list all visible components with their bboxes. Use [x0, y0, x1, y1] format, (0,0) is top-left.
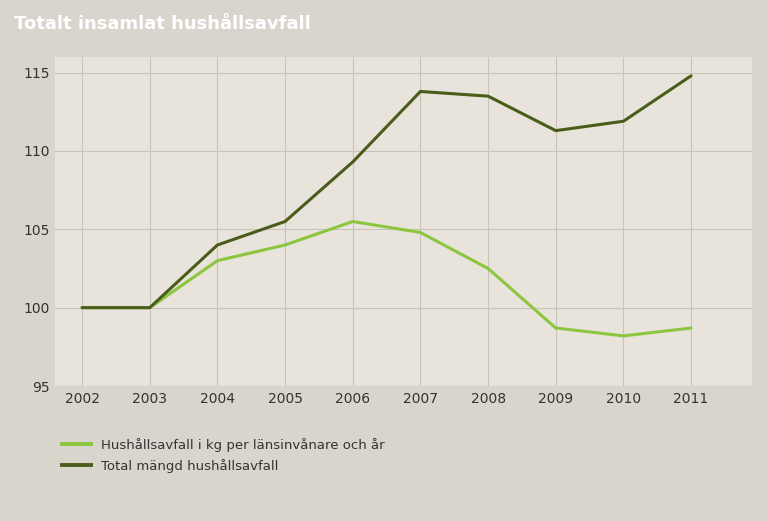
Legend: Hushållsavfall i kg per länsinvånare och år, Total mängd hushållsavfall: Hushållsavfall i kg per länsinvånare och…: [61, 438, 385, 473]
Text: Totalt insamlat hushållsavfall: Totalt insamlat hushållsavfall: [14, 15, 311, 33]
